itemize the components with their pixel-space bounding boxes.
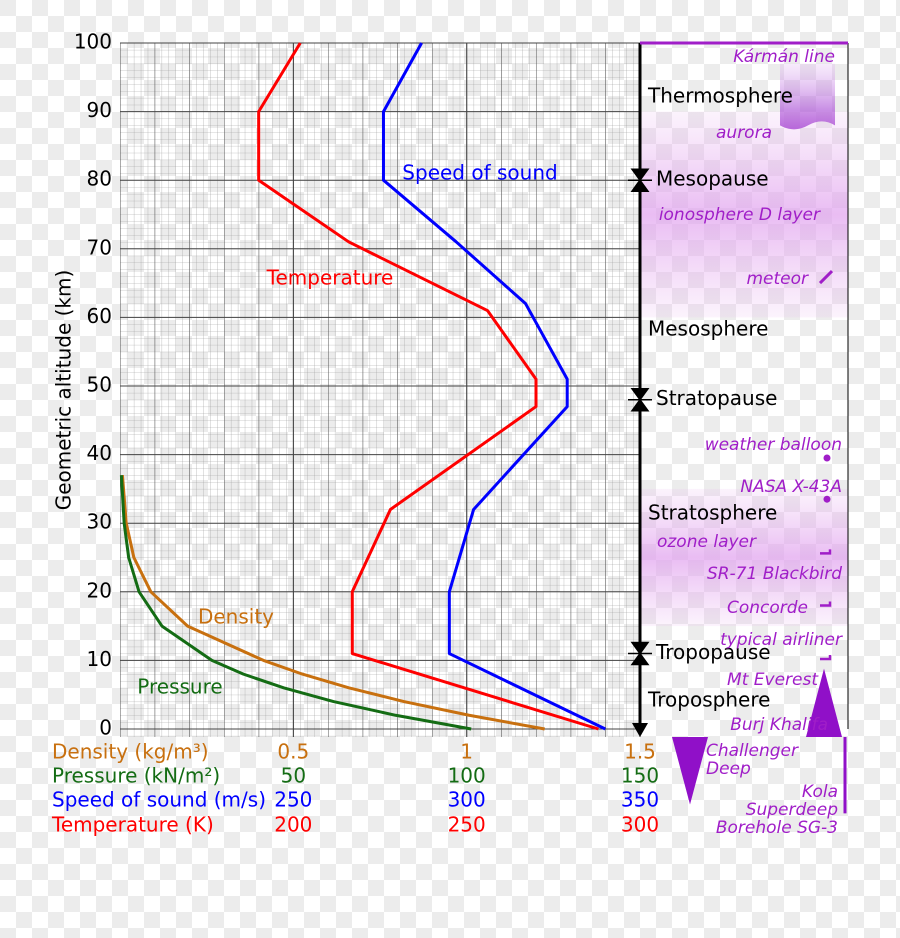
- x-axis-title: Density (kg/m³): [52, 740, 209, 764]
- trench-mark: [672, 737, 708, 805]
- x-tick-label: 300: [448, 788, 486, 812]
- annotation-label: Deep: [706, 759, 751, 779]
- x-tick-label: 300: [621, 813, 659, 837]
- major-grid: [120, 43, 640, 737]
- annotation-label: Superdeep: [746, 800, 839, 820]
- y-tick-label: 90: [87, 98, 112, 122]
- annotation-label: NASA X-43A: [740, 477, 842, 497]
- y-tick-label: 80: [87, 167, 112, 191]
- y-tick-label: 30: [87, 510, 112, 534]
- x-tick-label: 1.5: [624, 740, 656, 764]
- x-tick-label: 200: [274, 813, 312, 837]
- band: [640, 111, 848, 318]
- layer-label: Troposphere: [647, 688, 770, 712]
- boundary-label: Mesopause: [656, 167, 769, 191]
- aircraft-mark: [820, 601, 832, 607]
- boundary-label: Stratopause: [656, 386, 777, 410]
- y-tick-label: 50: [87, 373, 112, 397]
- annotation-label: typical airliner: [720, 630, 843, 650]
- x-tick-label: 1: [460, 740, 473, 764]
- boundary-marker: [628, 387, 652, 412]
- x-axis-title: Pressure (kN/m²): [52, 764, 220, 788]
- x-tick-label: 250: [448, 813, 486, 837]
- y-tick-label: 10: [87, 647, 112, 671]
- aircraft-mark: [820, 549, 832, 555]
- y-tick-label: 40: [87, 441, 112, 465]
- series-label: Density: [198, 605, 274, 629]
- x-axis-title: Temperature (K): [51, 813, 214, 837]
- layer-label: Stratosphere: [648, 501, 777, 525]
- marker-dot: [823, 454, 831, 462]
- annotation-label: Kármán line: [733, 47, 835, 67]
- aircraft-mark: [820, 654, 832, 661]
- band: [640, 488, 848, 627]
- annotation-label: ionosphere D layer: [659, 205, 821, 225]
- annotation-label: ozone layer: [657, 532, 757, 552]
- mountain-mark: [806, 668, 842, 737]
- annotation-label: Concorde: [727, 598, 808, 618]
- annotation-label: aurora: [716, 123, 772, 143]
- series-line: [257, 42, 599, 731]
- x-tick-label: 250: [274, 788, 312, 812]
- x-tick-label: 0.5: [277, 740, 309, 764]
- marker-dot: [823, 495, 831, 503]
- annotation-label: Kola: [802, 782, 838, 802]
- series-line: [381, 42, 606, 731]
- y-tick-label: 60: [87, 304, 112, 328]
- annotation-label: Mt Everest: [727, 670, 819, 690]
- annotation-label: Challenger: [706, 741, 799, 761]
- meteor-mark: [818, 270, 834, 285]
- y-tick-label: 20: [87, 578, 112, 602]
- y-tick-label: 0: [99, 716, 112, 740]
- series-label: Speed of sound: [402, 161, 557, 185]
- layer-label: Mesosphere: [648, 317, 768, 341]
- spire-mark: [829, 723, 833, 737]
- y-tick-label: 100: [74, 30, 112, 54]
- y-tick-label: 70: [87, 235, 112, 259]
- series-label: Temperature: [266, 266, 394, 290]
- x-axis-title: Speed of sound (m/s): [52, 788, 266, 812]
- series-line: [119, 475, 472, 731]
- x-tick-label: 350: [621, 788, 659, 812]
- series-label: Pressure: [137, 675, 222, 699]
- layer-label: Thermosphere: [647, 84, 793, 108]
- boundary-marker: [628, 168, 652, 192]
- annotation-label: SR-71 Blackbird: [707, 564, 842, 584]
- x-tick-label: 50: [281, 764, 306, 788]
- boundary-marker: [628, 641, 652, 666]
- y-axis-title: Geometric altitude (km): [52, 270, 76, 511]
- series-line: [120, 475, 545, 731]
- boundary-label: Tropopause: [655, 640, 771, 664]
- axis-arrow: [632, 723, 648, 737]
- x-tick-label: 150: [621, 764, 659, 788]
- annotation-label: meteor: [746, 269, 809, 289]
- annotation-label: Borehole SG-3: [716, 818, 838, 838]
- annotation-label: Burj Khalifa: [730, 715, 828, 735]
- x-tick-label: 100: [448, 764, 486, 788]
- annotation-label: weather balloon: [705, 435, 842, 455]
